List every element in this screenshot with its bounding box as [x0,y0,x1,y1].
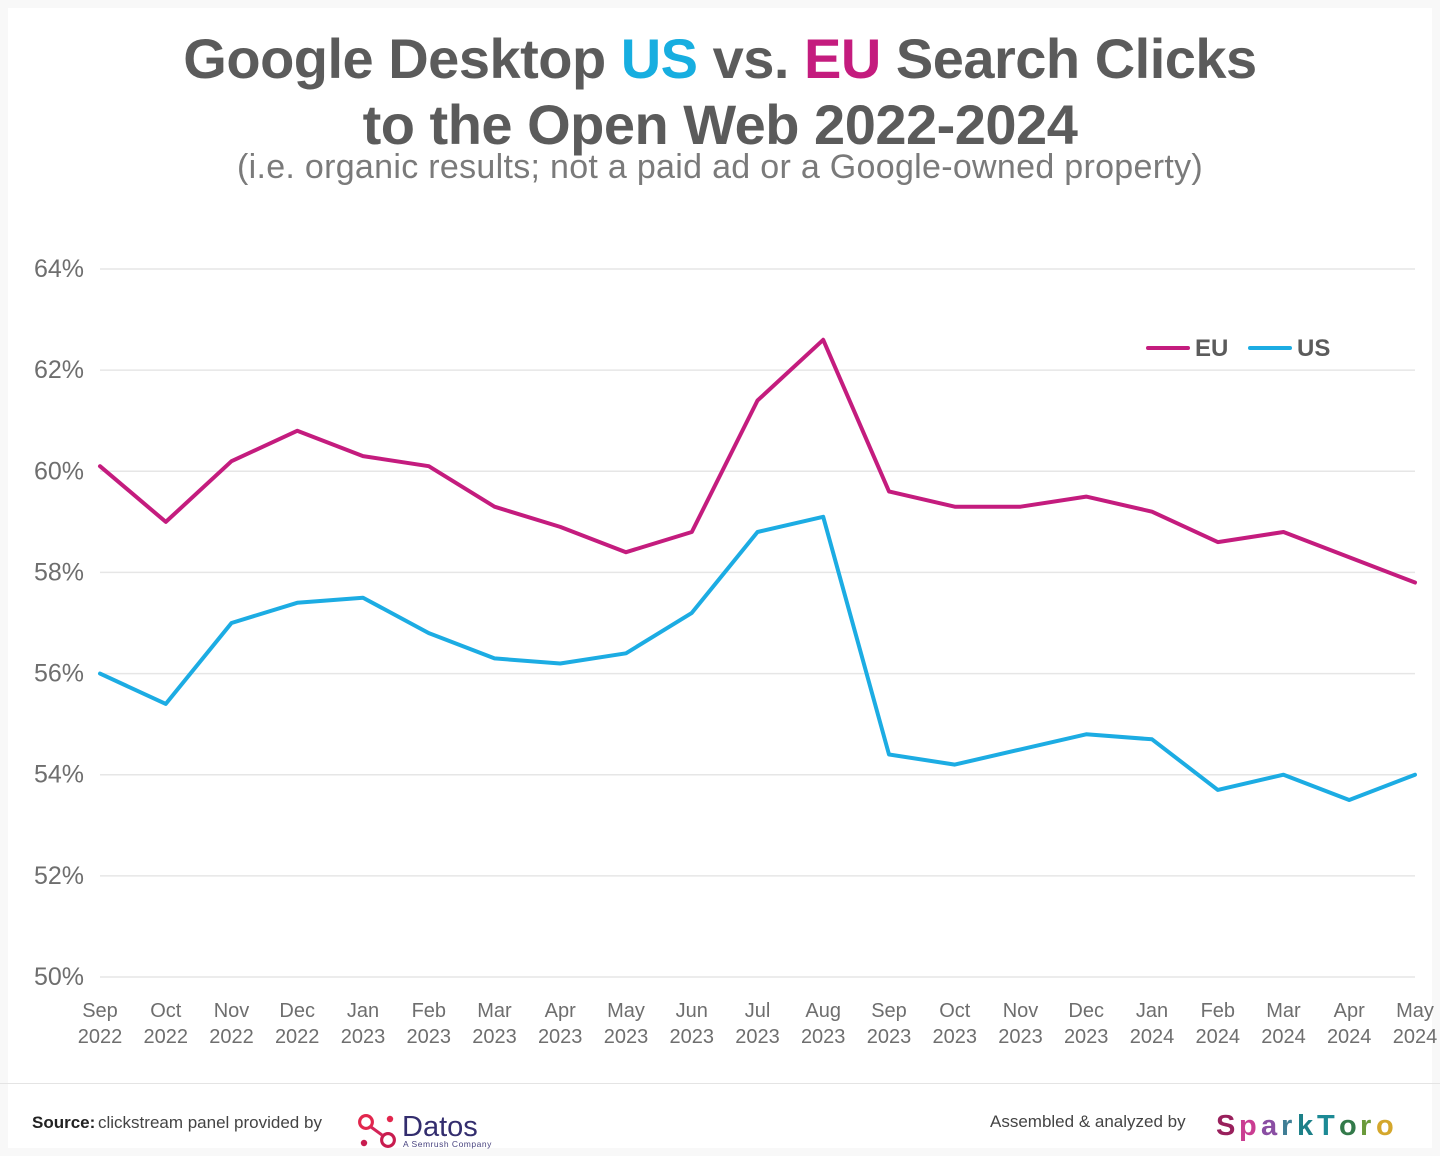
svg-text:52%: 52% [34,862,84,890]
svg-text:EU: EU [1195,335,1228,362]
svg-text:Mar: Mar [1266,1000,1301,1022]
svg-text:Oct: Oct [150,1000,182,1022]
svg-text:2023: 2023 [472,1026,517,1048]
svg-text:r: r [1360,1110,1371,1142]
svg-text:Aug: Aug [805,1000,841,1022]
svg-text:2023: 2023 [801,1026,846,1048]
svg-text:o: o [1339,1110,1357,1142]
svg-text:2023: 2023 [998,1026,1043,1048]
svg-text:A Semrush Company: A Semrush Company [403,1139,492,1149]
svg-text:2023: 2023 [1064,1026,1109,1048]
svg-text:Feb: Feb [1201,1000,1235,1022]
svg-text:Apr: Apr [1334,1000,1365,1022]
svg-text:Jan: Jan [1136,1000,1168,1022]
svg-text:50%: 50% [34,963,84,991]
svg-text:p: p [1239,1110,1257,1142]
svg-text:Oct: Oct [939,1000,971,1022]
svg-text:Source:: Source: [32,1113,95,1132]
svg-text:clickstream panel provided by: clickstream panel provided by [98,1113,322,1132]
svg-text:2023: 2023 [867,1026,912,1048]
svg-text:62%: 62% [34,356,84,384]
svg-text:Feb: Feb [412,1000,446,1022]
svg-text:2023: 2023 [933,1026,978,1048]
svg-text:2022: 2022 [275,1026,320,1048]
svg-text:US: US [1297,335,1330,362]
svg-text:May: May [1396,1000,1434,1022]
svg-text:T: T [1317,1110,1335,1142]
svg-text:58%: 58% [34,558,84,586]
svg-text:2023: 2023 [407,1026,452,1048]
svg-text:o: o [1376,1110,1394,1142]
svg-text:Jan: Jan [347,1000,379,1022]
svg-text:2023: 2023 [604,1026,649,1048]
svg-text:2022: 2022 [78,1026,123,1048]
svg-text:k: k [1297,1110,1314,1142]
svg-text:Mar: Mar [477,1000,512,1022]
svg-text:2023: 2023 [735,1026,780,1048]
svg-text:2024: 2024 [1393,1026,1438,1048]
svg-text:Dec: Dec [1068,1000,1104,1022]
svg-text:2022: 2022 [144,1026,189,1048]
svg-text:Nov: Nov [214,1000,250,1022]
svg-text:Nov: Nov [1003,1000,1039,1022]
svg-text:Apr: Apr [545,1000,576,1022]
svg-text:Jul: Jul [745,1000,771,1022]
svg-text:54%: 54% [34,761,84,789]
svg-text:S: S [1216,1110,1235,1142]
svg-text:Sep: Sep [871,1000,907,1022]
svg-text:Sep: Sep [82,1000,118,1022]
svg-text:2024: 2024 [1327,1026,1372,1048]
svg-text:May: May [607,1000,645,1022]
svg-text:Dec: Dec [279,1000,315,1022]
svg-text:2022: 2022 [209,1026,254,1048]
svg-text:2023: 2023 [538,1026,583,1048]
svg-text:Assembled & analyzed by: Assembled & analyzed by [990,1112,1186,1131]
svg-text:2024: 2024 [1130,1026,1175,1048]
svg-text:a: a [1261,1110,1278,1142]
svg-text:2024: 2024 [1196,1026,1241,1048]
svg-text:56%: 56% [34,660,84,688]
svg-text:60%: 60% [34,457,84,485]
svg-text:64%: 64% [34,255,84,283]
svg-text:2024: 2024 [1261,1026,1306,1048]
svg-text:r: r [1281,1110,1292,1142]
svg-text:2023: 2023 [670,1026,715,1048]
svg-text:2023: 2023 [341,1026,386,1048]
svg-text:Jun: Jun [676,1000,708,1022]
